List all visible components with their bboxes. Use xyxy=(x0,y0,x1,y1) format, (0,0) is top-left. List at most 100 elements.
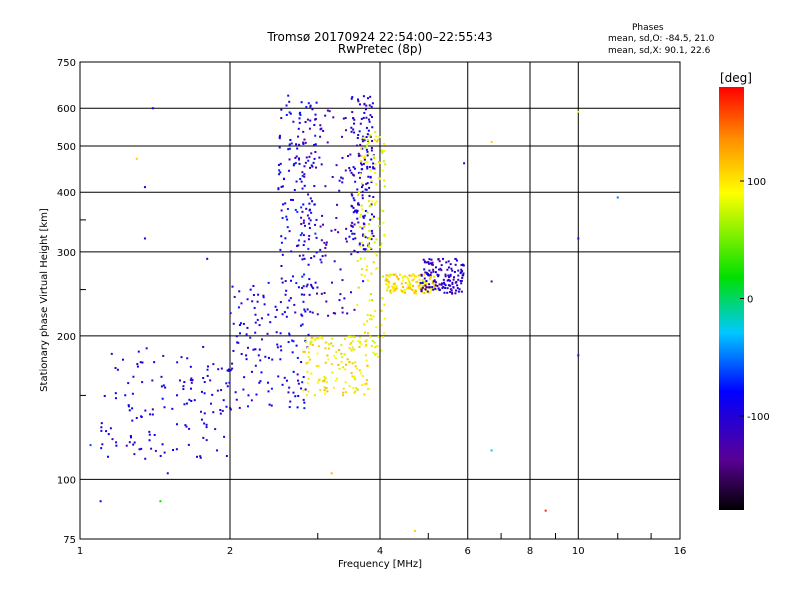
data-point xyxy=(280,277,283,280)
data-point xyxy=(202,376,205,379)
data-point xyxy=(361,168,364,171)
data-point xyxy=(388,282,391,285)
data-point xyxy=(160,375,163,378)
y-tick-label: 750 xyxy=(57,58,76,69)
data-point xyxy=(346,358,349,361)
data-point xyxy=(317,337,320,340)
data-point xyxy=(361,194,364,197)
data-point xyxy=(451,269,454,272)
data-point xyxy=(451,281,454,284)
data-point xyxy=(229,312,232,315)
data-point xyxy=(369,204,372,207)
data-point xyxy=(460,282,463,285)
data-point xyxy=(267,313,270,316)
data-point xyxy=(434,266,437,269)
data-point xyxy=(366,249,369,252)
data-point xyxy=(368,229,371,232)
data-point xyxy=(351,232,354,235)
data-point xyxy=(361,384,364,387)
data-point xyxy=(190,381,193,384)
data-point xyxy=(217,368,220,371)
data-point xyxy=(370,318,373,321)
data-point xyxy=(206,257,209,260)
data-point xyxy=(353,122,356,125)
data-point xyxy=(296,147,299,150)
data-point xyxy=(454,292,457,295)
data-point xyxy=(456,287,459,290)
data-point xyxy=(350,97,353,100)
data-point xyxy=(332,312,335,315)
data-point xyxy=(369,247,372,250)
data-point xyxy=(459,279,462,282)
data-point xyxy=(423,261,426,264)
data-point xyxy=(330,281,333,284)
data-point xyxy=(100,447,103,450)
data-point xyxy=(366,150,369,153)
data-point xyxy=(424,282,427,285)
data-point xyxy=(376,267,379,270)
data-point xyxy=(433,275,436,278)
data-point xyxy=(163,406,166,409)
data-point xyxy=(309,119,312,122)
data-point xyxy=(281,253,284,256)
data-point xyxy=(447,274,450,277)
data-point xyxy=(107,455,110,458)
data-point xyxy=(352,211,355,214)
data-point xyxy=(333,354,336,357)
data-point xyxy=(372,315,375,318)
data-point xyxy=(366,154,369,157)
data-point xyxy=(369,95,372,98)
data-point xyxy=(449,288,452,291)
data-point xyxy=(341,177,344,180)
data-point xyxy=(184,424,187,427)
data-point xyxy=(212,363,215,366)
data-point xyxy=(307,159,310,162)
data-point xyxy=(353,348,356,351)
data-point xyxy=(308,202,311,205)
data-point xyxy=(457,290,460,293)
data-point xyxy=(335,216,338,219)
data-point xyxy=(188,398,191,401)
data-point xyxy=(355,211,358,214)
data-point xyxy=(305,207,308,210)
data-point xyxy=(316,313,319,316)
data-point xyxy=(246,405,249,408)
data-point xyxy=(312,161,315,164)
data-point xyxy=(301,210,304,213)
data-point xyxy=(348,384,351,387)
data-point xyxy=(306,214,309,217)
data-point xyxy=(99,500,102,503)
data-point xyxy=(300,293,303,296)
data-point xyxy=(461,270,464,273)
data-point xyxy=(434,287,437,290)
data-point xyxy=(360,147,363,150)
data-point xyxy=(342,387,345,390)
data-point xyxy=(381,336,384,339)
data-point xyxy=(394,273,397,276)
data-point xyxy=(327,347,330,350)
data-point xyxy=(259,359,262,362)
data-point xyxy=(428,269,431,272)
data-point xyxy=(110,352,113,355)
data-point xyxy=(449,273,452,276)
data-point xyxy=(297,135,300,138)
data-point xyxy=(314,338,317,341)
data-point xyxy=(308,209,311,212)
data-point xyxy=(375,200,378,203)
data-point xyxy=(316,286,319,289)
data-point xyxy=(240,353,243,356)
data-point xyxy=(257,293,260,296)
data-point xyxy=(323,375,326,378)
data-point xyxy=(420,287,423,290)
data-point xyxy=(295,282,298,285)
data-point xyxy=(365,382,368,385)
data-point xyxy=(279,171,282,174)
data-point xyxy=(308,155,311,158)
data-point xyxy=(297,379,300,382)
data-point xyxy=(430,258,433,261)
data-point xyxy=(345,129,348,132)
data-point xyxy=(221,409,224,412)
data-point xyxy=(323,291,326,294)
data-point xyxy=(349,335,352,338)
data-point xyxy=(266,381,269,384)
